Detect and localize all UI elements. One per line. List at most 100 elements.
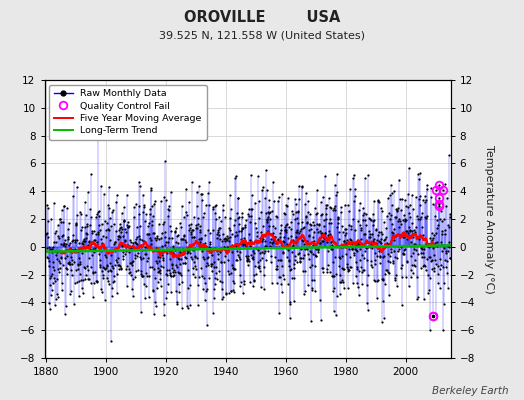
Point [171,228,179,234]
Point [133,224,141,231]
Point [337,276,346,283]
Point [206,239,214,245]
Point [49,267,58,273]
Point [227,288,235,295]
Point [228,264,237,271]
Point [240,280,248,287]
Point [394,248,402,254]
Point [198,273,206,279]
Point [274,236,282,242]
Point [291,215,299,222]
Point [188,226,196,233]
Point [255,215,263,221]
Point [47,292,55,298]
Point [366,234,375,241]
Point [367,230,376,237]
Point [296,258,304,264]
Point [265,197,274,203]
Point [408,262,416,268]
Point [122,244,130,250]
Point [95,212,103,219]
Point [58,233,66,239]
Point [261,210,270,216]
Point [44,255,52,261]
Point [398,196,407,202]
Point [104,227,113,234]
Point [272,263,281,269]
Point [417,250,425,256]
Point [244,262,252,268]
Point [240,278,248,284]
Point [53,290,61,297]
Point [253,232,261,239]
Point [83,189,92,195]
Point [404,230,412,236]
Point [376,254,385,260]
Point [360,210,368,217]
Point [113,259,122,266]
Point [354,284,362,291]
Point [202,262,210,269]
Point [154,264,162,271]
Point [345,222,353,228]
Point [270,237,278,243]
Point [305,232,313,238]
Point [74,248,82,254]
Point [210,258,219,265]
Point [412,194,420,200]
Point [103,274,111,281]
Point [414,216,422,222]
Point [253,228,261,235]
Point [195,238,204,245]
Point [48,287,56,293]
Point [105,267,114,273]
Point [140,202,148,208]
Point [398,251,407,257]
Point [438,228,446,235]
Point [158,248,166,254]
Point [79,241,87,248]
Point [204,202,213,208]
Point [432,217,441,224]
Point [248,192,257,198]
Point [328,242,336,249]
Point [434,222,442,228]
Point [180,232,188,238]
Point [277,226,285,233]
Point [436,208,445,214]
Point [335,263,343,269]
Point [408,191,417,198]
Point [397,207,405,213]
Point [81,276,90,282]
Point [406,214,414,220]
Point [238,214,246,220]
Point [234,254,243,260]
Point [400,246,409,252]
Point [417,245,425,252]
Point [282,229,290,236]
Point [125,223,134,229]
Point [415,196,423,203]
Point [410,226,419,233]
Point [411,257,420,263]
Point [317,316,325,323]
Point [150,234,159,241]
Point [267,244,276,251]
Point [435,194,443,201]
Point [131,252,139,258]
Point [322,202,330,208]
Point [255,265,263,272]
Point [274,237,282,244]
Point [278,191,286,198]
Point [93,239,102,245]
Point [380,219,388,225]
Point [136,183,145,190]
Point [314,222,323,229]
Point [298,237,307,243]
Point [310,222,319,228]
Point [196,223,204,230]
Point [276,257,285,263]
Point [122,229,130,236]
Point [89,246,97,252]
Point [186,224,194,231]
